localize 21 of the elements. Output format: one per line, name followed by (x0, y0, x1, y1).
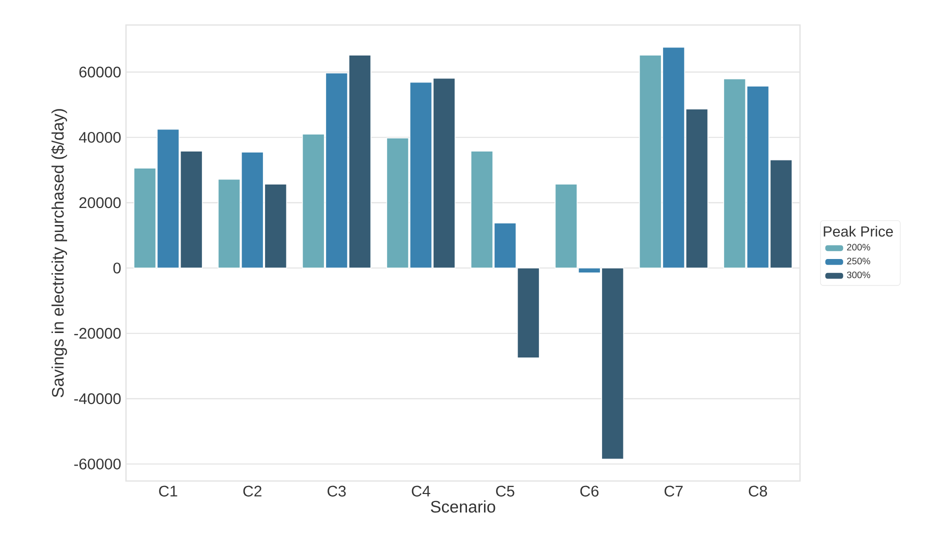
y-tick-label: 0 (113, 262, 121, 274)
y-tick-label: 20000 (79, 197, 121, 208)
x-tick-label: C8 (748, 486, 768, 497)
legend-label: 250% (847, 258, 870, 264)
y-tick-label: -60000 (74, 458, 121, 470)
x-tick-label: C5 (496, 486, 514, 497)
y-tick-label: -40000 (74, 393, 121, 404)
x-tick-label: C7 (664, 486, 683, 497)
y-tick-label: 60000 (79, 66, 121, 78)
x-tick-label: C6 (580, 486, 598, 497)
y-axis-title: Savings in electricity purchased ($/day) (51, 109, 68, 398)
x-tick-label: C3 (328, 486, 346, 497)
x-tick-label: C2 (243, 486, 262, 497)
y-tick-label: 40000 (79, 132, 121, 143)
x-axis-title: Scenario (430, 500, 496, 513)
x-tick-label: C1 (159, 486, 178, 497)
legend-label: 200% (847, 244, 870, 250)
y-tick-label: -20000 (74, 328, 121, 339)
x-tick-label: C4 (412, 486, 430, 497)
legend-title: Peak Price (824, 226, 893, 237)
legend-label: 300% (846, 272, 870, 278)
